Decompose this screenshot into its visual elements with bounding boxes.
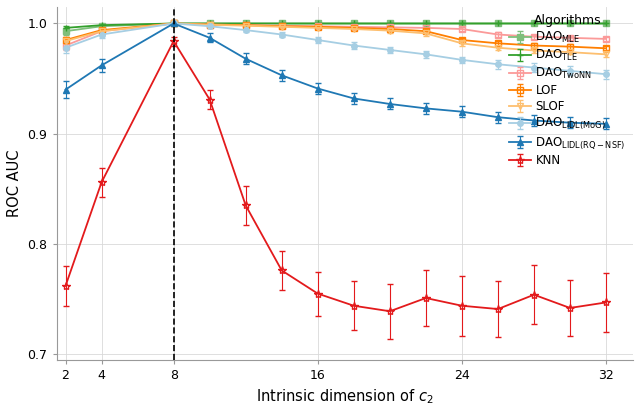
X-axis label: Intrinsic dimension of $c_2$: Intrinsic dimension of $c_2$ [256, 387, 434, 406]
Legend: DAO$_{\mathrm{MLE}}$, DAO$_{\mathrm{TLE}}$, DAO$_{\mathrm{TwoNN}}$, LOF, SLOF, D: DAO$_{\mathrm{MLE}}$, DAO$_{\mathrm{TLE}… [506, 10, 630, 171]
Y-axis label: ROC AUC: ROC AUC [7, 150, 22, 217]
